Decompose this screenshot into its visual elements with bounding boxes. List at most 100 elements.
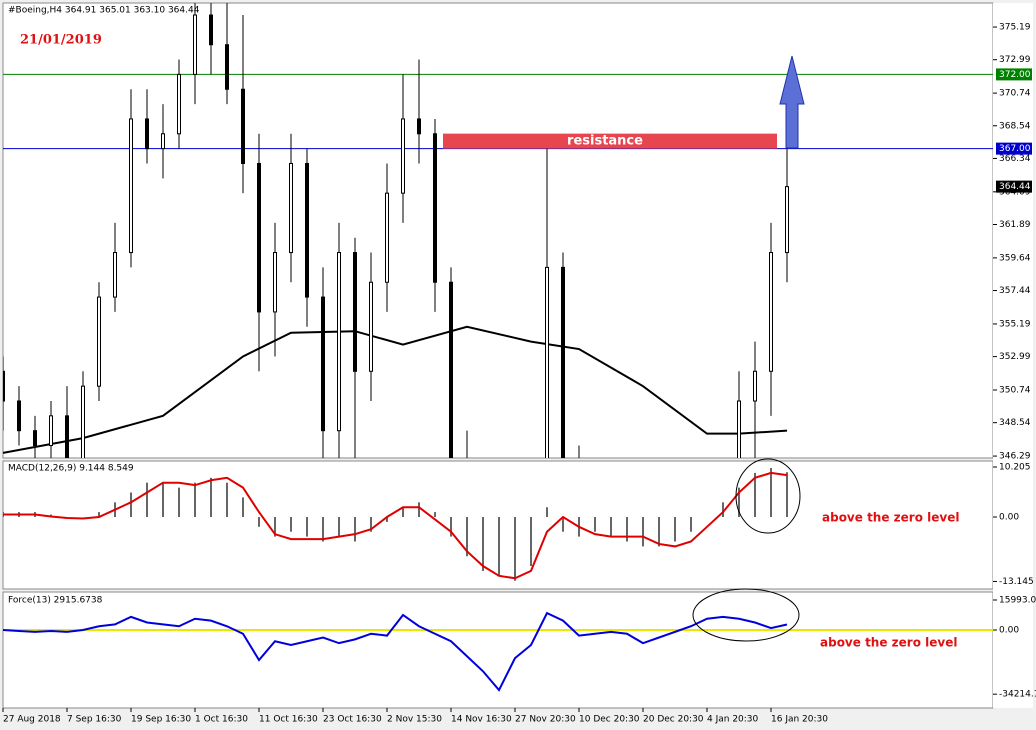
resistance-label: resistance bbox=[567, 134, 643, 149]
x-tick-label: 1 Oct 16:30 bbox=[195, 715, 248, 725]
y-tick-label: 359.64 bbox=[999, 253, 1031, 263]
y-tick-label: 350.74 bbox=[999, 386, 1031, 396]
y-tick-label: 0.00 bbox=[999, 626, 1019, 636]
macd-title: MACD(12,26,9) 9.144 8.549 bbox=[8, 464, 134, 474]
macd-bar bbox=[482, 517, 484, 571]
macd-bar bbox=[306, 517, 308, 537]
candle-body bbox=[225, 44, 229, 90]
candle-body bbox=[417, 118, 421, 135]
candle-body bbox=[17, 400, 21, 432]
candle-body bbox=[209, 14, 213, 46]
macd-bar bbox=[514, 517, 516, 581]
macd-bar bbox=[178, 487, 180, 518]
candle-body bbox=[785, 186, 789, 254]
y-tick-label: 10.205 bbox=[999, 463, 1031, 473]
macd-bar bbox=[594, 517, 596, 532]
candle-body bbox=[561, 266, 565, 458]
x-tick-label: 7 Sep 16:30 bbox=[67, 715, 122, 725]
highlight-ellipse bbox=[735, 458, 801, 534]
candle-body bbox=[289, 162, 293, 254]
macd-bar bbox=[562, 517, 564, 532]
macd-bar bbox=[402, 507, 404, 518]
macd-bar bbox=[258, 517, 260, 527]
candle-body bbox=[129, 118, 133, 254]
candle-body bbox=[113, 252, 117, 298]
y-tick-label: 348.54 bbox=[999, 418, 1031, 428]
y-tick-label: 357.44 bbox=[999, 286, 1031, 296]
y-tick-label: 355.19 bbox=[999, 319, 1031, 329]
axes: 375.19372.99370.74368.54366.34364.09361.… bbox=[2, 23, 1036, 725]
macd-bar bbox=[754, 472, 756, 518]
candle-body bbox=[769, 252, 773, 372]
candle-body bbox=[401, 118, 405, 194]
x-tick-label: 14 Nov 16:30 bbox=[451, 715, 512, 725]
candle-body bbox=[433, 133, 437, 283]
price-plot: resistance bbox=[3, 3, 993, 458]
y-tick-label: 361.89 bbox=[999, 220, 1031, 230]
x-tick-label: 19 Sep 16:30 bbox=[131, 715, 191, 725]
macd-bar bbox=[786, 472, 788, 518]
x-tick-label: 23 Oct 16:30 bbox=[323, 715, 382, 725]
macd-bar bbox=[530, 517, 532, 567]
x-tick-label: 20 Dec 20:30 bbox=[643, 715, 704, 725]
candle-body bbox=[449, 281, 453, 458]
candle-body bbox=[3, 370, 5, 402]
level-tag bbox=[996, 142, 1032, 155]
candle-body bbox=[241, 88, 245, 164]
candle-body bbox=[353, 252, 357, 372]
macd-bar bbox=[386, 517, 388, 522]
candle-body bbox=[273, 252, 277, 313]
macd-bar bbox=[226, 482, 228, 518]
candle-body bbox=[337, 252, 341, 432]
signal-line bbox=[3, 471, 788, 580]
macd-bar bbox=[130, 492, 132, 518]
macd-bar bbox=[370, 517, 372, 532]
up-arrow bbox=[779, 55, 805, 149]
y-tick-label: -34214.1 bbox=[999, 690, 1036, 700]
macd-bar bbox=[626, 517, 628, 542]
macd-bar bbox=[466, 517, 468, 557]
macd-bar bbox=[770, 468, 772, 518]
candle-body bbox=[737, 400, 741, 458]
candle-body bbox=[369, 281, 373, 372]
macd-bar bbox=[738, 487, 740, 518]
macd-bar bbox=[274, 517, 276, 537]
y-tick-label: 0.00 bbox=[999, 513, 1019, 523]
candle-body bbox=[49, 415, 53, 447]
x-tick-label: 11 Oct 16:30 bbox=[259, 715, 318, 725]
price-tag bbox=[996, 180, 1032, 193]
level-label: 367.00 bbox=[999, 144, 1031, 154]
candle-body bbox=[161, 133, 165, 150]
y-tick-label: 372.99 bbox=[999, 55, 1031, 65]
macd-bar bbox=[498, 517, 500, 576]
candle-body bbox=[305, 162, 309, 298]
candle-body bbox=[257, 162, 261, 313]
y-tick-label: 375.19 bbox=[999, 23, 1031, 33]
x-tick-label: 27 Aug 2018 bbox=[3, 715, 61, 725]
x-tick-label: 10 Dec 20:30 bbox=[579, 715, 640, 725]
candle-body bbox=[65, 415, 69, 458]
candle-body bbox=[97, 296, 101, 387]
macd-bar bbox=[674, 517, 676, 542]
macd-bar bbox=[210, 477, 212, 518]
macd-bar bbox=[194, 482, 196, 518]
y-tick-label: 370.74 bbox=[999, 89, 1031, 99]
axis-strip bbox=[993, 3, 1033, 708]
force-panel bbox=[2, 591, 994, 709]
y-tick-label: 352.99 bbox=[999, 352, 1031, 362]
macd-bar bbox=[642, 517, 644, 547]
macd-plot bbox=[3, 468, 788, 581]
macd-bar bbox=[434, 512, 436, 518]
y-tick-label: 368.54 bbox=[999, 121, 1031, 131]
macd-bar bbox=[290, 517, 292, 532]
candle-body bbox=[193, 14, 197, 75]
macd-bar bbox=[162, 482, 164, 518]
macd-annotation: above the zero level bbox=[822, 511, 959, 525]
force-annotation: above the zero level bbox=[820, 636, 957, 650]
level-label: 372.00 bbox=[999, 70, 1031, 80]
candle-body bbox=[177, 73, 181, 135]
y-tick-label: -13.145 bbox=[999, 577, 1034, 587]
chart-title: #Boeing,H4 364.91 365.01 363.10 364.44 bbox=[8, 6, 200, 16]
candle-body bbox=[545, 266, 549, 458]
